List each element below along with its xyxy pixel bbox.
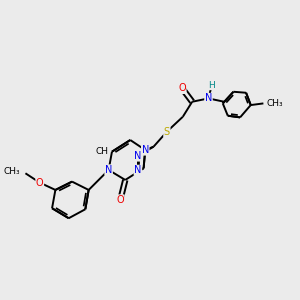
Text: O: O [178,83,186,93]
Text: O: O [36,178,44,188]
Text: O: O [116,195,124,205]
Text: CH: CH [96,147,109,156]
Text: N: N [142,145,149,155]
Text: H: H [208,81,215,90]
Text: N: N [105,165,112,175]
Text: N: N [134,165,142,175]
Text: S: S [164,127,170,137]
Text: N: N [205,93,212,103]
Text: CH₃: CH₃ [266,99,283,108]
Text: N: N [134,151,142,161]
Text: CH₃: CH₃ [4,167,20,176]
